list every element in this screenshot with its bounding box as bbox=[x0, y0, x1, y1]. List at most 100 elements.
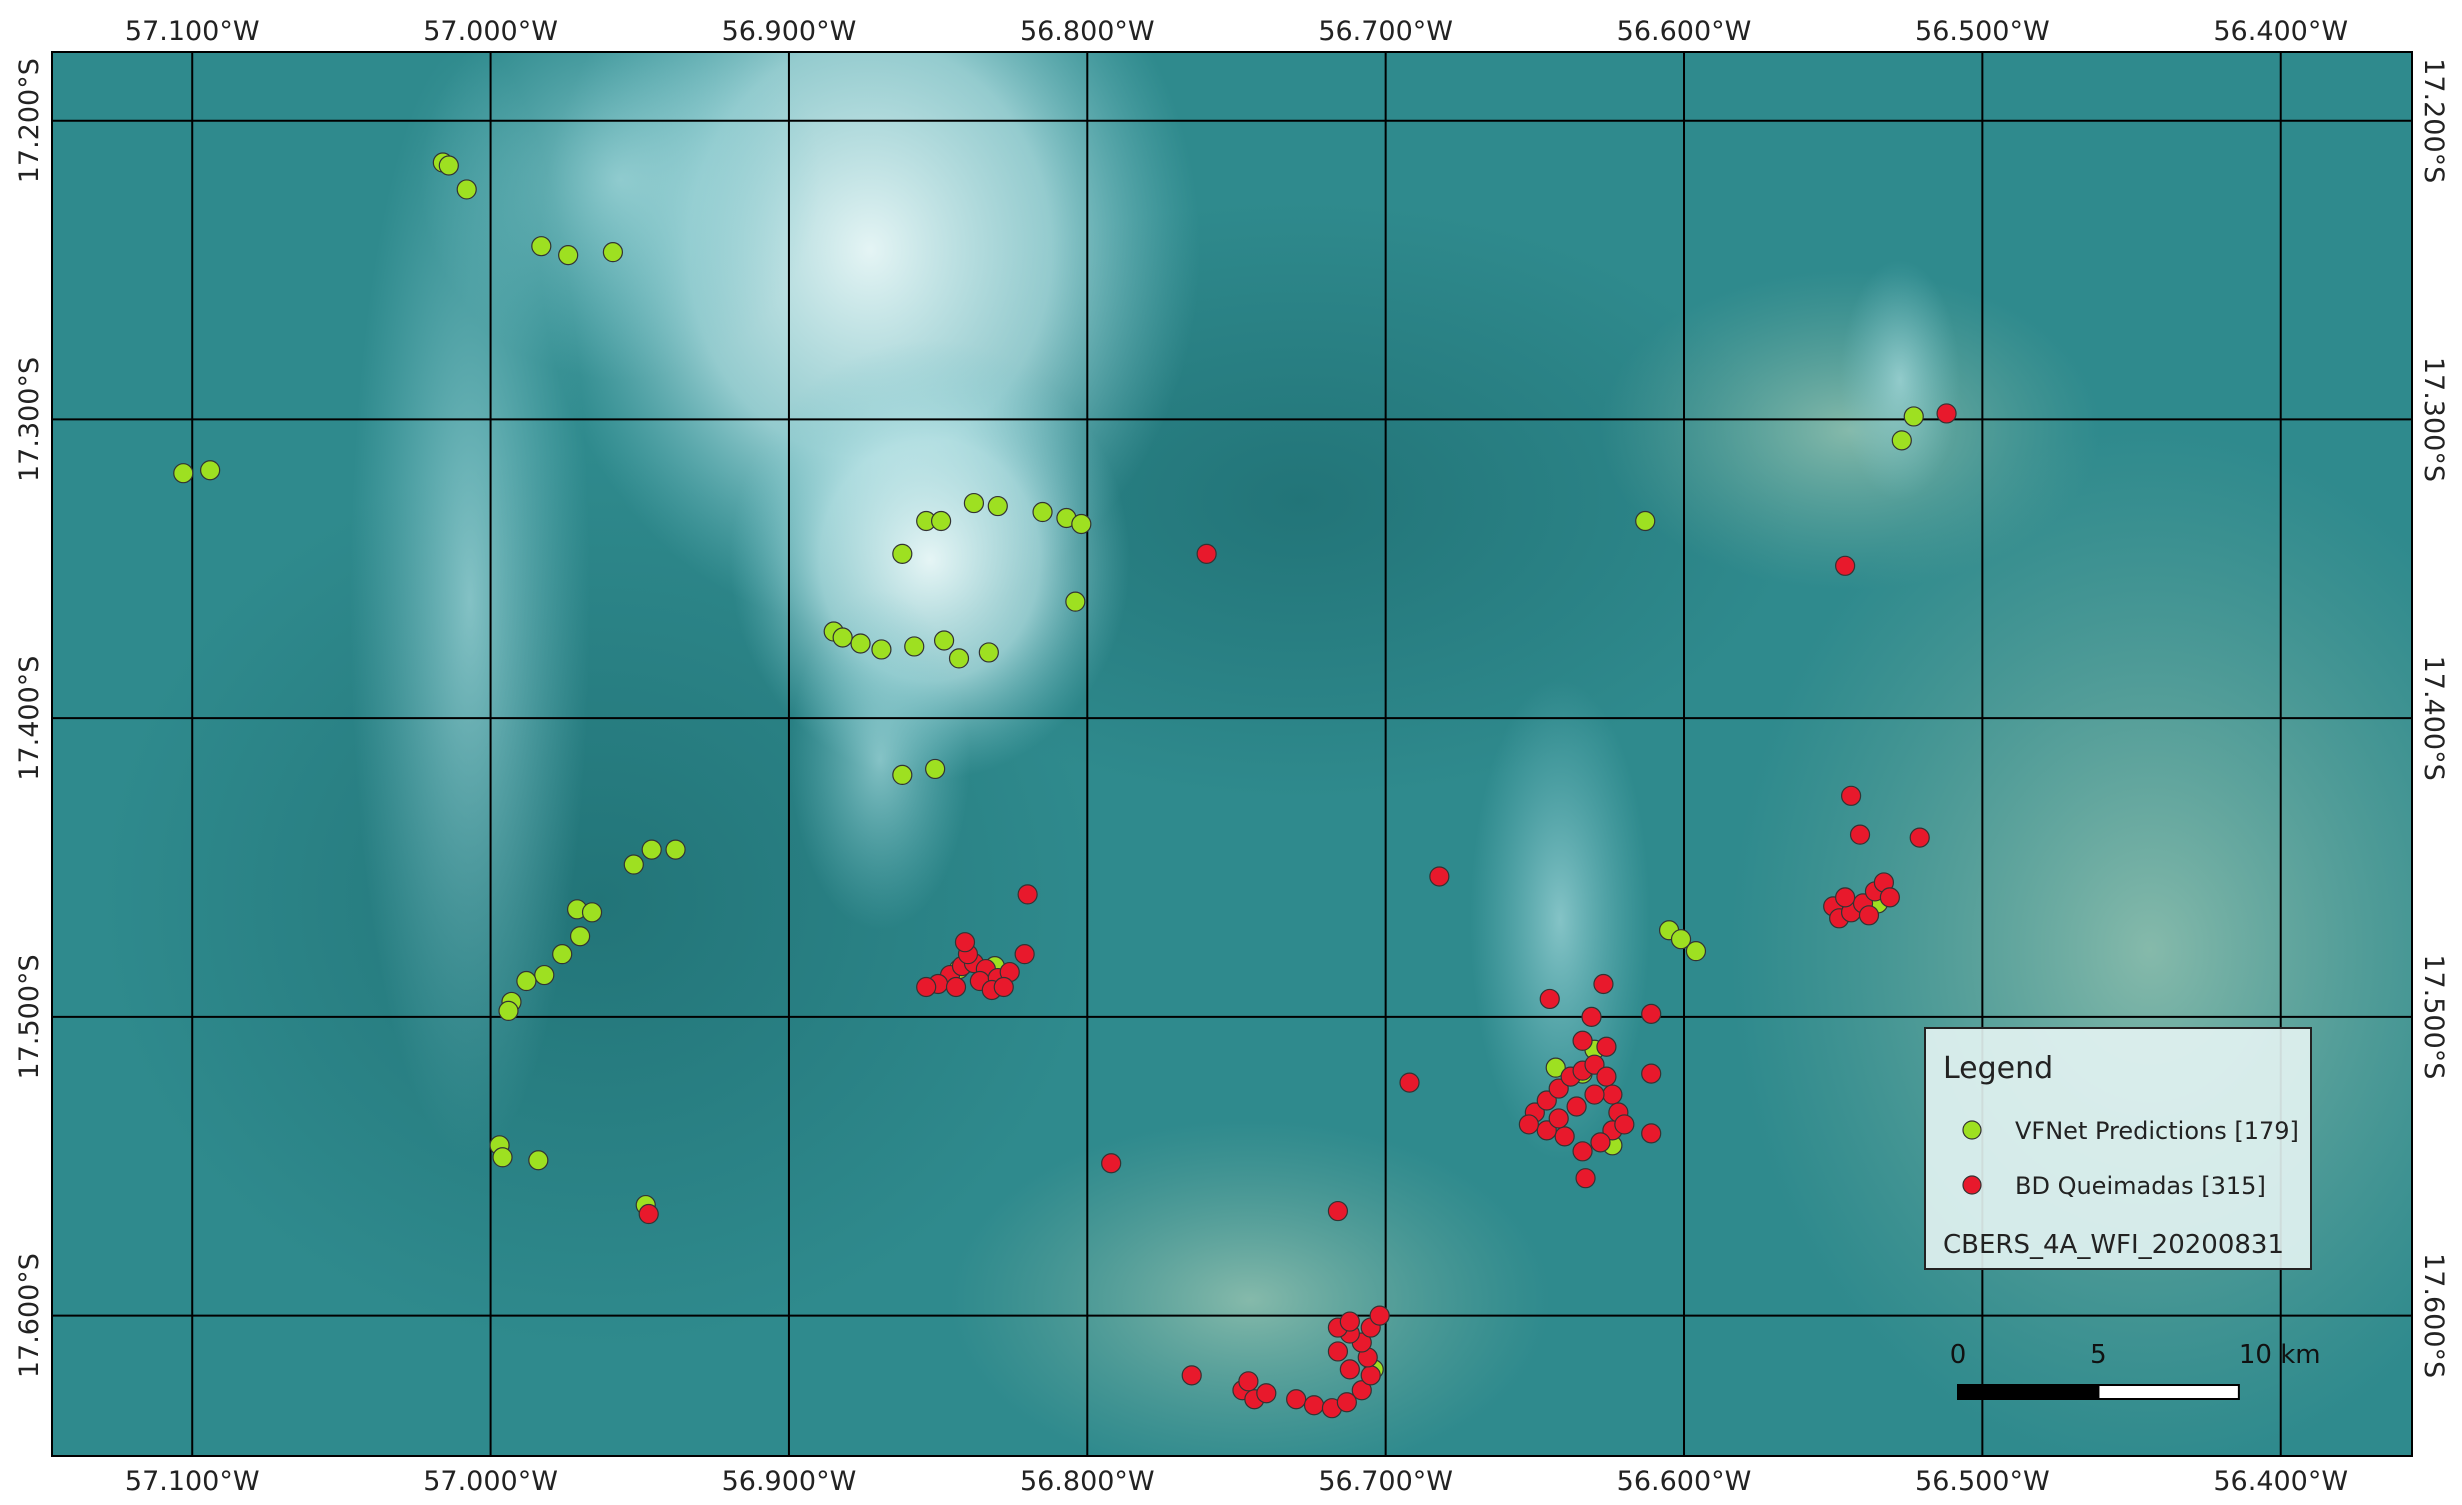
fire-point bbox=[528, 1150, 549, 1171]
fire-point bbox=[1879, 887, 1900, 908]
x-tick-label: 56.500°W bbox=[1915, 16, 2050, 47]
fire-point bbox=[1572, 1141, 1593, 1162]
x-tick-label: 56.600°W bbox=[1617, 16, 1752, 47]
fire-point bbox=[1017, 884, 1038, 905]
fire-point bbox=[1635, 510, 1656, 532]
scale-segment bbox=[2097, 1384, 2240, 1400]
fire-point bbox=[558, 245, 579, 266]
y-tick-label: 17.600°S bbox=[2418, 1253, 2449, 1378]
fire-point bbox=[438, 155, 459, 176]
fire-point bbox=[1429, 866, 1450, 887]
fire-point bbox=[516, 970, 537, 992]
fire-point bbox=[1641, 1063, 1662, 1084]
fire-point bbox=[987, 495, 1008, 517]
fire-point bbox=[948, 648, 970, 669]
fire-point bbox=[498, 1000, 519, 1022]
legend-label: BD Queimadas [315] bbox=[2015, 1172, 2266, 1200]
scale-bar: 0 5 10 km bbox=[1950, 1340, 2321, 1400]
fire-point bbox=[1891, 430, 1912, 451]
x-tick-label: 56.700°W bbox=[1318, 1466, 1453, 1497]
fire-point bbox=[1327, 1341, 1349, 1362]
scale-label: 0 bbox=[1950, 1340, 1967, 1370]
fire-point bbox=[1181, 1365, 1202, 1386]
x-tick-label: 56.800°W bbox=[1020, 1466, 1155, 1497]
fire-point bbox=[1641, 1003, 1662, 1024]
x-tick-label: 57.100°W bbox=[125, 16, 260, 47]
fire-point bbox=[1581, 1006, 1602, 1027]
satellite-image bbox=[52, 52, 2412, 1456]
fire-point bbox=[1536, 1120, 1557, 1141]
fire-point bbox=[850, 633, 871, 654]
fire-point bbox=[1584, 1084, 1605, 1105]
x-tick-label: 56.500°W bbox=[1915, 1466, 2050, 1497]
y-tick-label: 17.200°S bbox=[2418, 58, 2449, 183]
fire-point bbox=[641, 839, 662, 860]
fire-point bbox=[1849, 824, 1871, 845]
scale-segment bbox=[1957, 1384, 2100, 1400]
scale-label: 5 bbox=[2090, 1340, 2107, 1370]
fire-point bbox=[1835, 555, 1856, 576]
map-frame bbox=[51, 51, 2413, 1457]
fire-point bbox=[200, 460, 221, 481]
fire-point bbox=[1238, 1371, 1259, 1392]
fire-point bbox=[1840, 785, 1862, 806]
fire-point bbox=[534, 964, 555, 986]
fire-point bbox=[1071, 513, 1092, 535]
legend-label: VFNet Predictions [179] bbox=[2015, 1117, 2299, 1145]
fire-point bbox=[1575, 1168, 1596, 1189]
fire-point bbox=[1196, 543, 1217, 564]
x-tick-label: 57.000°W bbox=[423, 16, 558, 47]
fire-point bbox=[1336, 1392, 1357, 1413]
y-tick-label: 17.400°S bbox=[2418, 656, 2449, 781]
fire-point bbox=[1903, 406, 1924, 427]
fire-point bbox=[492, 1147, 513, 1168]
fire-point bbox=[904, 636, 925, 657]
fire-point bbox=[1596, 1036, 1617, 1057]
fire-point bbox=[1685, 941, 1707, 962]
y-tick-label: 17.200°S bbox=[14, 58, 45, 183]
fire-point bbox=[623, 854, 644, 875]
fire-point bbox=[1339, 1359, 1360, 1380]
fire-point bbox=[1584, 1054, 1605, 1075]
fire-point bbox=[892, 543, 913, 564]
fire-point bbox=[602, 242, 624, 263]
fire-point bbox=[1518, 1114, 1539, 1135]
fire-point bbox=[1101, 1153, 1122, 1174]
fire-point bbox=[552, 944, 573, 965]
fire-point bbox=[1303, 1395, 1325, 1416]
fire-point bbox=[1596, 1066, 1617, 1087]
x-tick-label: 56.900°W bbox=[722, 1466, 857, 1497]
fire-point bbox=[1858, 905, 1880, 926]
fire-point bbox=[1548, 1078, 1569, 1099]
fire-point bbox=[978, 642, 999, 663]
fire-point bbox=[1014, 944, 1035, 965]
fire-point bbox=[1256, 1383, 1277, 1404]
graticule: 57.100°W 57.100°W 57.000°W 57.000°W 56.900°W… bbox=[14, 16, 2449, 1497]
fire-point bbox=[1032, 501, 1053, 523]
legend-items: VFNet Predictions [179] BD Queimadas [315… bbox=[1962, 1117, 2299, 1200]
fire-point bbox=[1536, 1090, 1557, 1111]
fire-point bbox=[1065, 591, 1086, 612]
fire-point bbox=[1351, 1380, 1372, 1401]
fire-point bbox=[892, 764, 913, 786]
fire-point bbox=[1614, 1114, 1635, 1135]
y-tick-label: 17.300°S bbox=[2418, 357, 2449, 482]
fire-point bbox=[569, 926, 591, 947]
fire-point bbox=[925, 758, 946, 780]
fire-point bbox=[1360, 1365, 1381, 1386]
fire-point bbox=[531, 236, 552, 257]
x-tick-label: 56.400°W bbox=[2213, 16, 2348, 47]
fire-point bbox=[581, 902, 603, 923]
fire-point bbox=[1602, 1084, 1623, 1105]
fire-point bbox=[1554, 1126, 1575, 1147]
fire-point bbox=[916, 976, 937, 998]
fire-point bbox=[638, 1203, 659, 1225]
fire-point bbox=[1641, 1123, 1662, 1144]
scale-label: 10 km bbox=[2239, 1340, 2321, 1370]
fire-point bbox=[931, 510, 952, 532]
fire-point bbox=[1327, 1200, 1349, 1222]
fire-point bbox=[1339, 1311, 1360, 1332]
y-tick-label: 17.300°S bbox=[14, 357, 45, 482]
fire-point bbox=[832, 627, 853, 648]
fire-point bbox=[1572, 1030, 1593, 1051]
